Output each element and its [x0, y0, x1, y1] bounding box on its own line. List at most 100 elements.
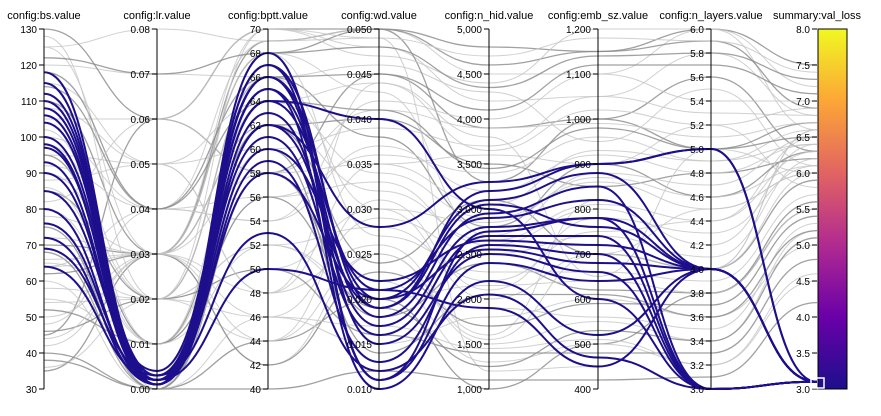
- background-run-line: [43, 208, 818, 390]
- tick-label: 6.0: [690, 25, 704, 36]
- tick-label: 4.2: [690, 241, 704, 252]
- tick-label: 0.050: [347, 25, 372, 36]
- tick-label: 5,000: [457, 25, 482, 36]
- tick-label: 3,000: [457, 205, 482, 216]
- tick-label: 40: [26, 349, 38, 360]
- tick-label: 4.5: [796, 277, 810, 288]
- tick-label: 54: [250, 217, 262, 228]
- tick-label: 1,100: [566, 70, 591, 81]
- tick-label: 700: [574, 250, 591, 261]
- axis-2: config:bptt.value 40 42 44 46 48 50 52 54 56 58 60 6…: [228, 10, 308, 396]
- tick-label: 5.0: [690, 145, 704, 156]
- tick-label: 52: [250, 241, 262, 252]
- axis-6: config:n_layers.value 3.0 3.2 3.4 3.6 3.8 4.0 4…: [659, 10, 762, 396]
- tick-label: 5.0: [796, 241, 810, 252]
- tick-label: 68: [250, 49, 262, 60]
- tick-label: 64: [250, 97, 262, 108]
- background-run-line: [43, 82, 818, 278]
- tick-label: 900: [574, 160, 591, 171]
- tick-label: 4.4: [690, 217, 704, 228]
- background-run-line: [43, 82, 818, 294]
- tick-label: 0.05: [131, 160, 151, 171]
- tick-label: 30: [26, 385, 38, 396]
- tick-label: 3.5: [796, 349, 810, 360]
- tick-label: 6.0: [796, 169, 810, 180]
- tick-label: 4,000: [457, 115, 482, 126]
- background-run-line: [43, 196, 818, 368]
- tick-label: 6.5: [796, 133, 810, 144]
- background-run-line: [43, 73, 818, 336]
- tick-label: 70: [250, 25, 262, 36]
- axis-label: config:bs.value: [7, 10, 80, 22]
- tick-label: 7.0: [796, 97, 810, 108]
- axis-1: config:lr.value 0.00 0.01 0.02 0.03 0.04 0.05 0…: [123, 10, 190, 396]
- tick-label: 3.6: [690, 313, 704, 324]
- tick-label: 0.035: [347, 160, 372, 171]
- tick-label: 3.2: [690, 361, 704, 372]
- tick-label: 0.08: [131, 25, 151, 36]
- tick-label: 50: [26, 313, 38, 324]
- background-run-line: [43, 95, 818, 181]
- highlighted-run-line: [43, 75, 818, 391]
- tick-label: 100: [20, 133, 37, 144]
- tick-label: 0.04: [131, 205, 151, 216]
- highlighted-run-line: [43, 171, 818, 383]
- tick-label: 3.8: [690, 289, 704, 300]
- tick-label: 0.06: [131, 115, 151, 126]
- tick-label: 42: [250, 361, 262, 372]
- tick-label: 4.8: [690, 169, 704, 180]
- tick-label: 3.4: [690, 337, 704, 348]
- colorbar: [810, 28, 848, 390]
- axis-4: config:n_hid.value 1,000 1,500 2,000 2,500 3,…: [445, 10, 534, 396]
- tick-label: 110: [21, 97, 37, 108]
- tick-label: 500: [574, 340, 591, 351]
- axis-label: config:n_layers.value: [659, 10, 762, 22]
- tick-label: 8.0: [796, 25, 810, 36]
- tick-label: 4.6: [690, 193, 704, 204]
- tick-label: 90: [26, 169, 38, 180]
- tick-label: 0.045: [347, 70, 372, 81]
- tick-label: 0.010: [347, 385, 372, 396]
- tick-label: 50: [250, 265, 262, 276]
- tick-label: 120: [20, 61, 37, 72]
- axis-0: config:bs.value 30 40 50 60 70 80 90 100 110 120 13…: [7, 10, 80, 396]
- tick-label: 66: [250, 73, 262, 84]
- tick-label: 0.03: [131, 250, 151, 261]
- tick-label: 70: [26, 241, 38, 252]
- axis-label: config:wd.value: [341, 10, 417, 22]
- tick-label: 4,500: [457, 70, 482, 81]
- tick-label: 1,000: [566, 115, 591, 126]
- tick-label: 5.6: [690, 73, 704, 84]
- tick-label: 2,500: [457, 250, 482, 261]
- tick-label: 1,200: [566, 25, 591, 36]
- tick-label: 3,500: [457, 160, 482, 171]
- tick-label: 5.5: [796, 205, 810, 216]
- tick-label: 0.015: [347, 340, 372, 351]
- tick-label: 62: [250, 121, 262, 132]
- tick-label: 3.0: [690, 385, 704, 396]
- tick-label: 58: [250, 169, 262, 180]
- brush-handle[interactable]: [810, 377, 825, 389]
- tick-label: 5.8: [690, 49, 704, 60]
- tick-label: 0.020: [347, 295, 372, 306]
- background-run-line: [43, 143, 818, 222]
- tick-label: 3.0: [796, 385, 810, 396]
- tick-label: 0.025: [347, 250, 372, 261]
- tick-label: 40: [250, 385, 262, 396]
- background-run-line: [43, 46, 818, 89]
- axis-label: summary:val_loss: [773, 10, 862, 22]
- axis-label: config:lr.value: [123, 10, 190, 22]
- axis-5: config:emb_sz.value 400 500 600 700 800 900 1,0…: [548, 10, 648, 396]
- tick-label: 1,500: [457, 340, 482, 351]
- background-run-line: [43, 28, 818, 120]
- background-run-line: [43, 129, 818, 260]
- axis-3: config:wd.value 0.010 0.015 0.020 0.025 0.030…: [341, 10, 417, 396]
- axis-label: config:bptt.value: [228, 10, 308, 22]
- tick-label: 1,000: [457, 385, 482, 396]
- background-run-line: [43, 124, 818, 255]
- background-run-line: [43, 165, 818, 342]
- tick-label: 0.040: [347, 115, 372, 126]
- axis-7: summary:val_loss 3.0 3.5 4.0 4.5 5.0 5.5 6.0 6.5…: [773, 10, 862, 396]
- tick-label: 5.2: [690, 121, 704, 132]
